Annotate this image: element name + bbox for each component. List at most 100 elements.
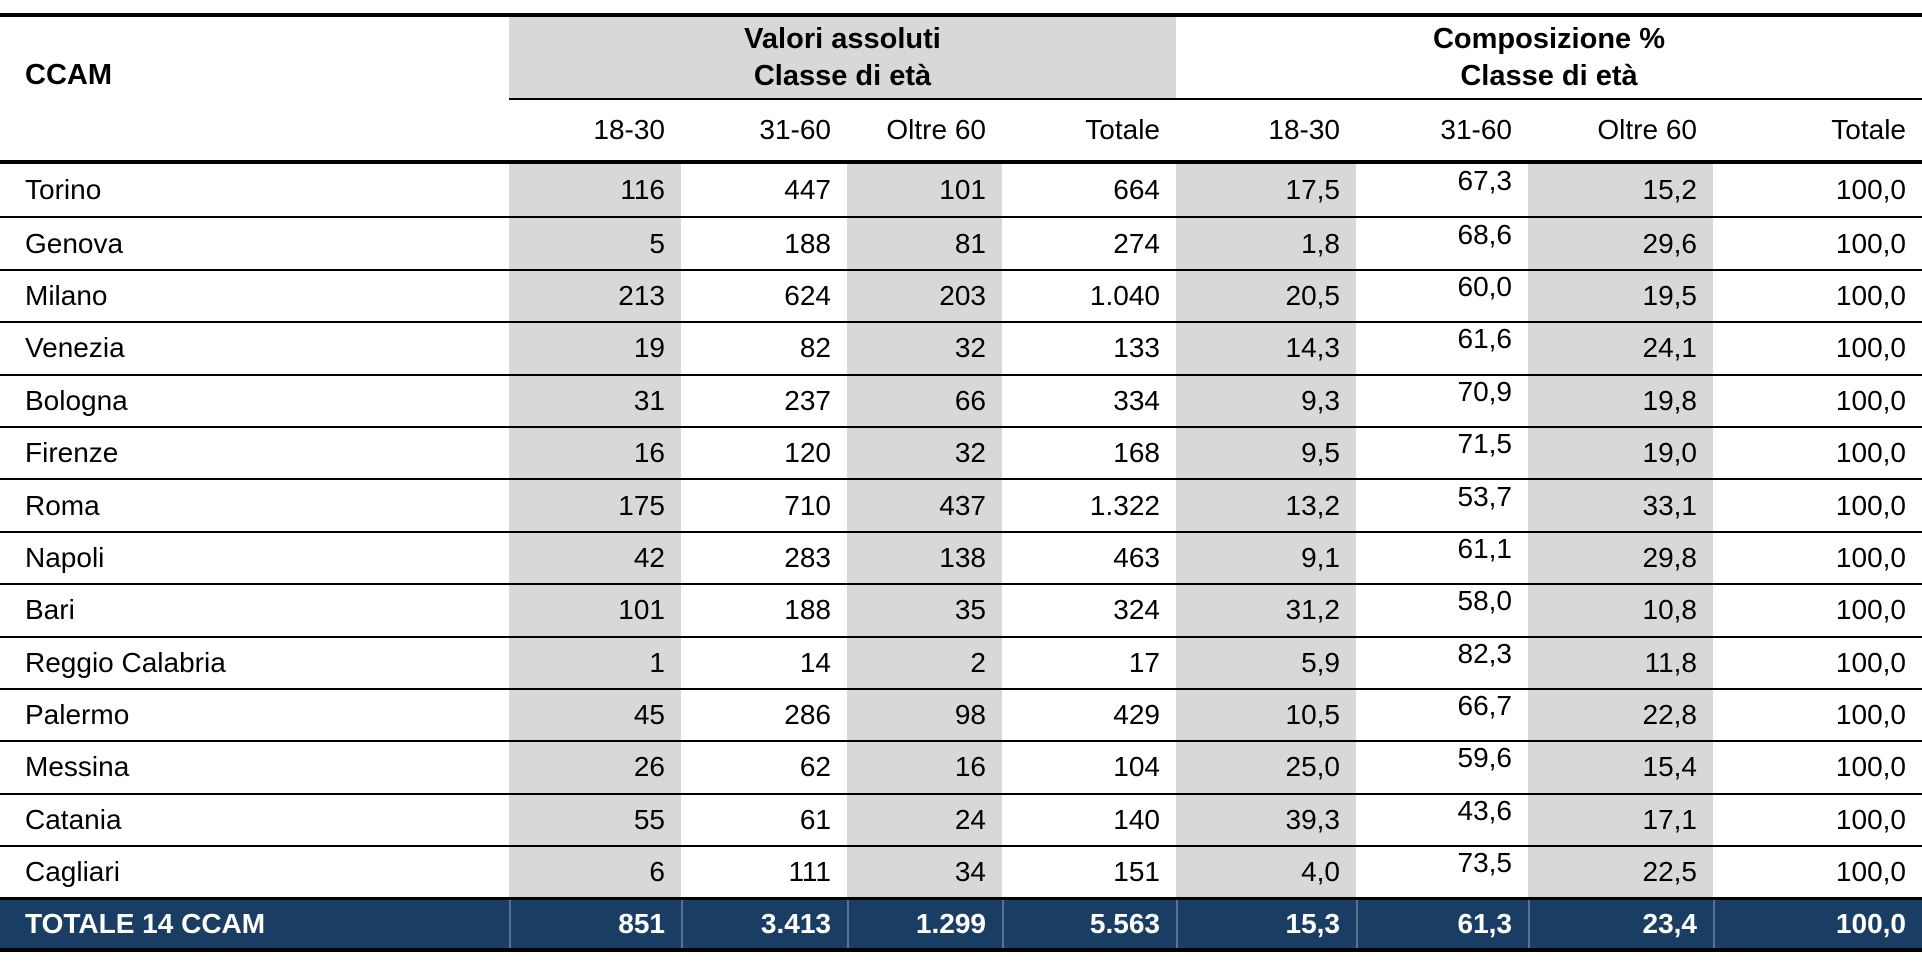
cell-value: 463: [1113, 541, 1160, 573]
cell-value: 34: [954, 856, 986, 888]
value-cell: 664: [1002, 164, 1176, 216]
value-cell: 55: [509, 794, 681, 846]
value-cell: 16: [847, 742, 1002, 793]
value-cell: 100,0: [1713, 323, 1922, 373]
cell-value: 73,5: [1457, 847, 1513, 879]
value-cell: 35: [847, 585, 1002, 636]
value-cell: 17,5: [1176, 164, 1356, 217]
group-header-row: CCAM Valori assoluti Classe di età Compo…: [0, 17, 1922, 100]
value-cell: 447: [681, 164, 847, 216]
group-title-line2: Classe di età: [753, 59, 932, 92]
value-cell: 26: [509, 742, 681, 793]
cell-value: 9,5: [1301, 437, 1340, 469]
value-cell: 429: [1002, 690, 1176, 740]
value-cell: 34: [847, 847, 1002, 898]
cell-value: 111: [788, 856, 831, 888]
table-row: Torino 116 447 101 664 17,5 67,3 15,2 100,0: [0, 164, 1922, 217]
value-cell: 45: [509, 689, 681, 741]
value-cell: 100,0: [1713, 900, 1922, 949]
value-cell: 133: [1002, 323, 1176, 373]
value-cell: 104: [1002, 742, 1176, 792]
cell-value: 710: [784, 489, 831, 521]
column-header-row: 18-30 31-60 Oltre 60 Totale 18-30 31-60 …: [0, 100, 1922, 164]
corner-header-ccam: CCAM: [0, 17, 509, 100]
row-label: Napoli: [25, 541, 105, 573]
cell-value: 100,0: [1835, 489, 1906, 521]
cell-value: 151: [1113, 856, 1160, 888]
cell-value: 19,8: [1642, 384, 1698, 416]
value-cell: 274: [1002, 218, 1176, 268]
value-cell: 19,8: [1528, 375, 1713, 426]
group-header-valori-assoluti: Valori assoluti Classe di età: [509, 17, 1176, 100]
cell-value: 61,3: [1457, 908, 1513, 940]
value-cell: 5.563: [1002, 900, 1176, 949]
cell-value: 4,0: [1301, 856, 1340, 888]
cell-value: 100,0: [1835, 541, 1906, 573]
cell-value: 31: [633, 384, 665, 416]
row-label: Catania: [25, 803, 122, 835]
cell-value: 70,9: [1457, 375, 1513, 407]
value-cell: 5,9: [1176, 637, 1356, 688]
cell-value: 100,0: [1835, 174, 1906, 206]
cell-value: 9,3: [1301, 384, 1340, 416]
cell-value: 11,8: [1644, 646, 1697, 678]
value-cell: 2: [847, 637, 1002, 688]
value-cell: 15,4: [1528, 742, 1713, 793]
value-cell: 82,3: [1356, 638, 1528, 688]
value-cell: 70,9: [1356, 376, 1528, 426]
value-cell: 710: [681, 480, 847, 530]
cell-value: 19: [633, 332, 665, 364]
table-row: Cagliari 6 111 34 151 4,0 73,5 22,5 100,0: [0, 845, 1922, 898]
value-cell: 61,6: [1356, 323, 1528, 373]
value-cell: 237: [681, 376, 847, 426]
cell-value: 10,5: [1285, 699, 1341, 731]
cell-value: 100,0: [1835, 646, 1906, 678]
cell-value: 1.299: [915, 908, 986, 940]
table-row: Bari 101 188 35 324 31,2 58,0 10,8 100,0: [0, 583, 1922, 636]
value-cell: 60,0: [1356, 271, 1528, 321]
cell-value: 100,0: [1835, 699, 1906, 731]
cell-value: 168: [1113, 437, 1160, 469]
cell-value: 29,8: [1642, 541, 1698, 573]
cell-value: 100,0: [1835, 803, 1906, 835]
value-cell: 59,6: [1356, 742, 1528, 792]
cell-value: 62: [799, 751, 831, 783]
cell-value: 68,6: [1457, 218, 1513, 250]
value-cell: 11,8: [1528, 637, 1713, 688]
cell-value: 16: [633, 437, 665, 469]
cell-value: 100,0: [1835, 227, 1906, 259]
cell-value: 624: [784, 279, 831, 311]
cell-value: 66,7: [1457, 690, 1513, 722]
cell-value: 22,5: [1642, 856, 1698, 888]
value-cell: 4,0: [1176, 847, 1356, 898]
row-label: Roma: [25, 489, 100, 521]
value-cell: 437: [847, 480, 1002, 531]
cell-value: 17,1: [1642, 803, 1698, 835]
value-cell: 100,0: [1713, 585, 1922, 635]
cell-value: 447: [784, 174, 831, 206]
row-label: Milano: [25, 279, 108, 311]
value-cell: 1.299: [847, 900, 1002, 949]
table-row: Palermo 45 286 98 429 10,5 66,7 22,8 100,0: [0, 687, 1922, 741]
cell-value: 53,7: [1457, 480, 1513, 512]
cell-value: 26: [633, 751, 665, 783]
cell-value: 101: [939, 174, 986, 206]
value-cell: 14,3: [1176, 323, 1356, 374]
value-cell: 101: [509, 585, 681, 636]
value-cell: 14: [681, 638, 847, 688]
cell-value: 334: [1113, 384, 1160, 416]
column-header-abs-18-30: 18-30: [593, 114, 665, 145]
cell-value: 29,6: [1642, 227, 1698, 259]
row-label: Torino: [25, 174, 102, 206]
cell-value: 100,0: [1835, 751, 1906, 783]
value-cell: 20,5: [1176, 270, 1356, 322]
table-row: Catania 55 61 24 140 39,3 43,6 17,1 100,0: [0, 792, 1922, 846]
value-cell: 10,8: [1528, 585, 1713, 636]
cell-value: 35: [954, 594, 986, 626]
cell-value: 13,2: [1285, 489, 1341, 521]
cell-value: 120: [784, 437, 831, 469]
table-top-rule: [0, 13, 1922, 17]
value-cell: 66: [847, 375, 1002, 426]
group-title-line2: Classe di età: [1460, 59, 1638, 92]
cell-value: 437: [939, 489, 986, 521]
